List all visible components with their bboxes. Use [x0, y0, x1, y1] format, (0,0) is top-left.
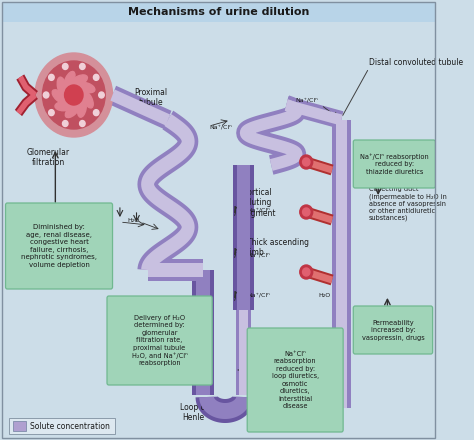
Circle shape	[99, 92, 104, 98]
Polygon shape	[305, 159, 333, 173]
Text: Permeability
increased by:
vasopressin, drugs: Permeability increased by: vasopressin, …	[362, 319, 424, 341]
Polygon shape	[236, 310, 251, 395]
Text: Distal convoluted tubule: Distal convoluted tubule	[369, 58, 463, 66]
Text: Solute concentration: Solute concentration	[29, 422, 109, 430]
Text: Na⁺/Clⁿ reabsorption
reduced by:
thiazide diuretics: Na⁺/Clⁿ reabsorption reduced by: thiazid…	[360, 153, 428, 175]
Circle shape	[63, 121, 68, 127]
Ellipse shape	[52, 90, 66, 103]
Polygon shape	[236, 95, 306, 175]
Ellipse shape	[64, 71, 75, 88]
Circle shape	[302, 208, 310, 216]
Polygon shape	[336, 120, 347, 408]
Circle shape	[64, 85, 83, 105]
Circle shape	[35, 53, 112, 137]
Ellipse shape	[65, 104, 79, 117]
FancyBboxPatch shape	[2, 2, 436, 22]
Text: Na⁺/Clⁿ: Na⁺/Clⁿ	[210, 125, 232, 129]
Circle shape	[300, 205, 313, 219]
Text: Thick ascending
limb: Thick ascending limb	[247, 238, 309, 257]
Polygon shape	[305, 157, 334, 175]
Ellipse shape	[57, 77, 66, 95]
Polygon shape	[240, 99, 302, 171]
Polygon shape	[237, 165, 250, 310]
Circle shape	[80, 63, 85, 70]
Polygon shape	[305, 332, 334, 350]
Polygon shape	[305, 207, 334, 225]
FancyBboxPatch shape	[107, 296, 212, 385]
Text: Mechanisms of urine dilution: Mechanisms of urine dilution	[128, 7, 310, 17]
Circle shape	[63, 63, 68, 70]
Text: Delivery of H₂O
determined by:
glomerular
filtration rate,
proximal tubule
H₂O, : Delivery of H₂O determined by: glomerula…	[132, 315, 187, 367]
Polygon shape	[233, 165, 254, 310]
Polygon shape	[16, 74, 38, 99]
Polygon shape	[137, 110, 198, 271]
Text: H₂O: H₂O	[170, 308, 182, 312]
Text: Na⁺Clⁿ
reabsorption
reduced by:
loop diuretics,
osmotic
diuretics,
interstitial
: Na⁺Clⁿ reabsorption reduced by: loop diu…	[272, 351, 319, 409]
Ellipse shape	[79, 83, 95, 93]
Circle shape	[300, 155, 313, 169]
Text: Na⁺/Clⁿ: Na⁺/Clⁿ	[295, 98, 318, 103]
FancyBboxPatch shape	[353, 306, 433, 354]
Polygon shape	[332, 120, 350, 408]
Circle shape	[300, 330, 313, 344]
Ellipse shape	[72, 75, 87, 86]
Text: H₂O: H₂O	[318, 293, 330, 297]
FancyBboxPatch shape	[13, 421, 26, 431]
Polygon shape	[110, 89, 170, 125]
Circle shape	[43, 92, 49, 98]
Polygon shape	[109, 86, 172, 129]
Text: Cortical
diluting
segment: Cortical diluting segment	[243, 188, 276, 218]
Polygon shape	[305, 269, 333, 283]
FancyBboxPatch shape	[247, 328, 343, 432]
Polygon shape	[141, 114, 195, 271]
Ellipse shape	[82, 92, 93, 108]
FancyBboxPatch shape	[353, 140, 436, 188]
Polygon shape	[18, 75, 37, 97]
Polygon shape	[192, 270, 214, 395]
Ellipse shape	[78, 99, 86, 117]
Text: Glomerular
filtration: Glomerular filtration	[27, 148, 70, 167]
Circle shape	[302, 158, 310, 166]
Polygon shape	[16, 93, 37, 115]
Circle shape	[49, 110, 54, 116]
FancyBboxPatch shape	[6, 203, 112, 289]
Text: Na⁺/Clⁿ: Na⁺/Clⁿ	[86, 217, 109, 223]
Polygon shape	[196, 396, 255, 423]
Polygon shape	[15, 91, 38, 116]
Circle shape	[43, 61, 105, 129]
Text: Na⁺/Clⁿ: Na⁺/Clⁿ	[247, 208, 270, 213]
Circle shape	[302, 333, 310, 341]
Circle shape	[93, 74, 99, 81]
Polygon shape	[305, 209, 333, 224]
Polygon shape	[147, 259, 203, 281]
Text: Collecting duct
(impermeable to H₂O in
absence of vasopressin
or other antidiure: Collecting duct (impermeable to H₂O in a…	[369, 186, 447, 221]
Polygon shape	[196, 270, 210, 395]
Ellipse shape	[55, 102, 72, 111]
Polygon shape	[305, 267, 334, 285]
Polygon shape	[285, 100, 343, 125]
Polygon shape	[199, 397, 251, 419]
Text: Diminished by:
age, renal disease,
congestive heart
failure, cirrhosis,
nephroti: Diminished by: age, renal disease, conge…	[21, 224, 97, 268]
Polygon shape	[305, 334, 333, 348]
Text: H₂O: H₂O	[318, 357, 330, 363]
Polygon shape	[284, 96, 343, 129]
Circle shape	[302, 268, 310, 276]
Polygon shape	[239, 310, 248, 395]
Text: Na⁺/Clⁿ: Na⁺/Clⁿ	[247, 293, 270, 297]
Text: Loop of
Henle: Loop of Henle	[180, 403, 208, 422]
FancyBboxPatch shape	[9, 418, 115, 434]
Text: Proximal
tubule: Proximal tubule	[135, 88, 168, 107]
Polygon shape	[147, 263, 203, 277]
Circle shape	[300, 265, 313, 279]
Circle shape	[49, 74, 54, 81]
Text: Na⁺/Clⁿ: Na⁺/Clⁿ	[247, 253, 270, 257]
Circle shape	[93, 110, 99, 116]
Circle shape	[80, 121, 85, 127]
Text: H₂O: H₂O	[128, 217, 139, 223]
